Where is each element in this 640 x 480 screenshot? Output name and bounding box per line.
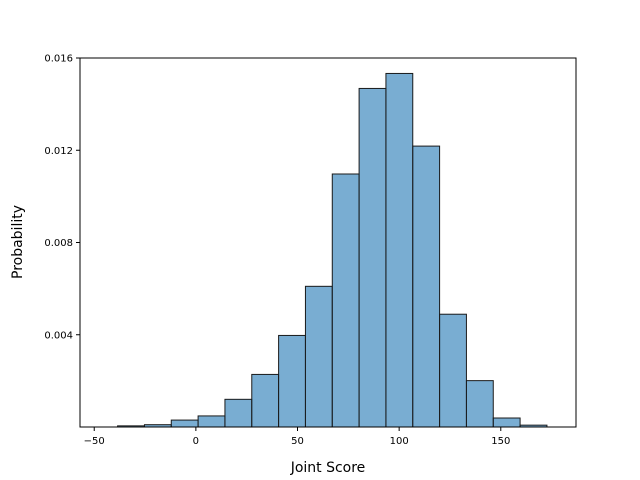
histogram-bar-8 [331,173,360,428]
histogram-bar-2 [170,419,199,428]
x-axis-ticks: −50 0 50 100 150 [84,427,510,447]
y-tick-label: 0.012 [44,146,73,157]
x-tick-label: 50 [291,436,304,447]
histogram-bar-7 [304,285,333,428]
x-tick-label: 0 [193,436,199,447]
y-tick-label: 0.008 [44,238,73,249]
x-tick-label: 100 [390,436,409,447]
histogram-bar-5 [251,373,280,428]
histogram-bar-9 [358,87,387,428]
histogram-bar-14 [492,417,521,428]
bars-layer [117,72,548,428]
histogram-bar-4 [224,398,253,428]
histogram-bar-12 [439,313,467,428]
histogram-bar-3 [197,415,226,428]
x-axis-label: Joint Score [290,460,366,476]
histogram-bar-13 [465,380,494,428]
y-axis-ticks: 0.004 0.008 0.012 0.016 [44,54,80,341]
histogram-bar-6 [278,334,306,428]
histogram-bar-11 [412,145,441,428]
histogram-bar-10 [385,72,414,428]
y-axis-label: Probability [10,205,26,279]
y-tick-label: 0.004 [44,330,73,341]
x-tick-label: 150 [491,436,510,447]
x-tick-label: −50 [84,436,105,447]
y-tick-label: 0.016 [44,54,73,65]
